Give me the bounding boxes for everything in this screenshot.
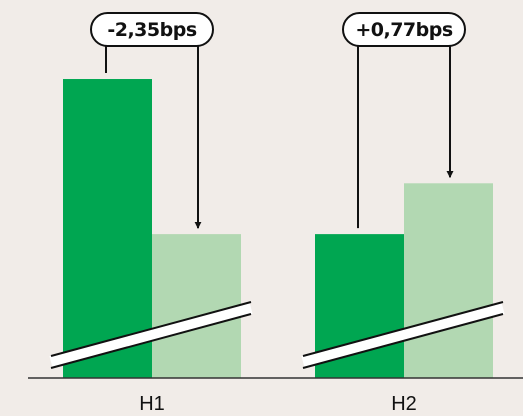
bar-h2-after [404, 183, 493, 378]
axis-break-line-h2-top [302, 301, 504, 357]
axis-break-line-h2-bottom [302, 313, 504, 369]
delta-badge-h1 [90, 12, 214, 47]
delta-label-h2: +0,77bps [355, 19, 452, 41]
axis-break-band-h2 [301, 302, 505, 368]
annotations-layer: -2,35bps +0,77bps [90, 12, 466, 229]
bars-layer [63, 79, 493, 379]
delta-badge-h2 [342, 12, 466, 47]
axis-break-layer [49, 301, 505, 369]
category-label-h2: H2 [391, 393, 417, 415]
axis-break-band-h1 [49, 302, 253, 368]
axis-break-line-h1-top [50, 301, 252, 357]
category-label-h1: H1 [139, 393, 165, 415]
axis-break-line-h1-bottom [50, 313, 252, 369]
bar-h1-after [152, 234, 241, 378]
bar-h1-before [63, 79, 152, 379]
delta-label-h1: -2,35bps [107, 19, 196, 41]
